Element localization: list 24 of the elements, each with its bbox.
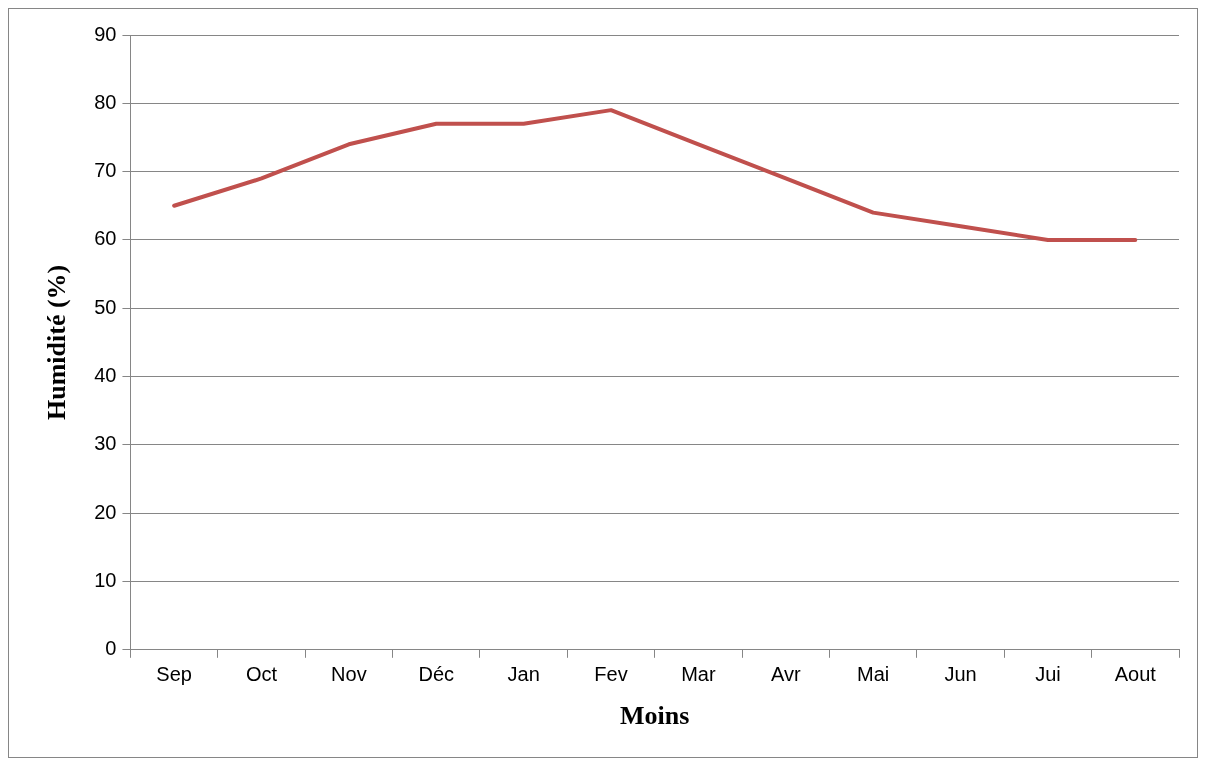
- x-tick-label: Sep: [156, 663, 192, 686]
- x-tick-label: Jan: [507, 663, 540, 686]
- x-tick-label: Avr: [770, 663, 801, 686]
- x-tick-label: Jui: [1035, 663, 1061, 686]
- x-tick-label: Aout: [1114, 663, 1157, 686]
- y-tick-label: 50: [94, 295, 117, 318]
- x-tick-label: Fev: [594, 663, 628, 686]
- x-tick-label: Jun: [944, 663, 977, 686]
- y-tick-label: 80: [94, 90, 117, 113]
- x-tick-label: Déc: [418, 663, 455, 686]
- x-tick-label: Oct: [245, 663, 278, 686]
- y-tick-label: 0: [105, 637, 117, 660]
- x-axis-title: Moins: [620, 701, 690, 731]
- x-tick-label: Mar: [681, 663, 716, 686]
- y-tick-label: 90: [94, 22, 117, 45]
- y-tick-label: 20: [94, 500, 117, 523]
- y-tick-label: 70: [94, 159, 117, 182]
- y-axis-title: Humidité (%): [42, 264, 72, 421]
- y-tick-label: 60: [94, 227, 117, 250]
- y-tick-label: 30: [94, 432, 117, 455]
- x-tick-label: Nov: [331, 663, 367, 686]
- x-tick-label: Mai: [857, 663, 890, 686]
- y-tick-label: 10: [94, 569, 117, 591]
- y-tick-label: 40: [94, 364, 117, 387]
